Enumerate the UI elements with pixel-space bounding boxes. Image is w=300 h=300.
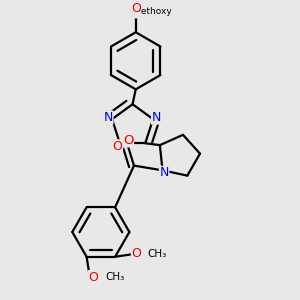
Text: CH₃: CH₃ xyxy=(148,249,167,259)
Text: O: O xyxy=(130,5,139,18)
Text: N: N xyxy=(159,167,169,179)
Text: O: O xyxy=(131,2,141,15)
Text: O: O xyxy=(131,247,141,260)
Text: O: O xyxy=(88,271,98,284)
Text: N: N xyxy=(103,111,113,124)
Text: O: O xyxy=(123,134,134,147)
Text: methoxy: methoxy xyxy=(132,7,172,16)
Text: N: N xyxy=(152,111,161,124)
Text: O: O xyxy=(112,140,122,153)
Text: CH₃: CH₃ xyxy=(105,272,124,282)
